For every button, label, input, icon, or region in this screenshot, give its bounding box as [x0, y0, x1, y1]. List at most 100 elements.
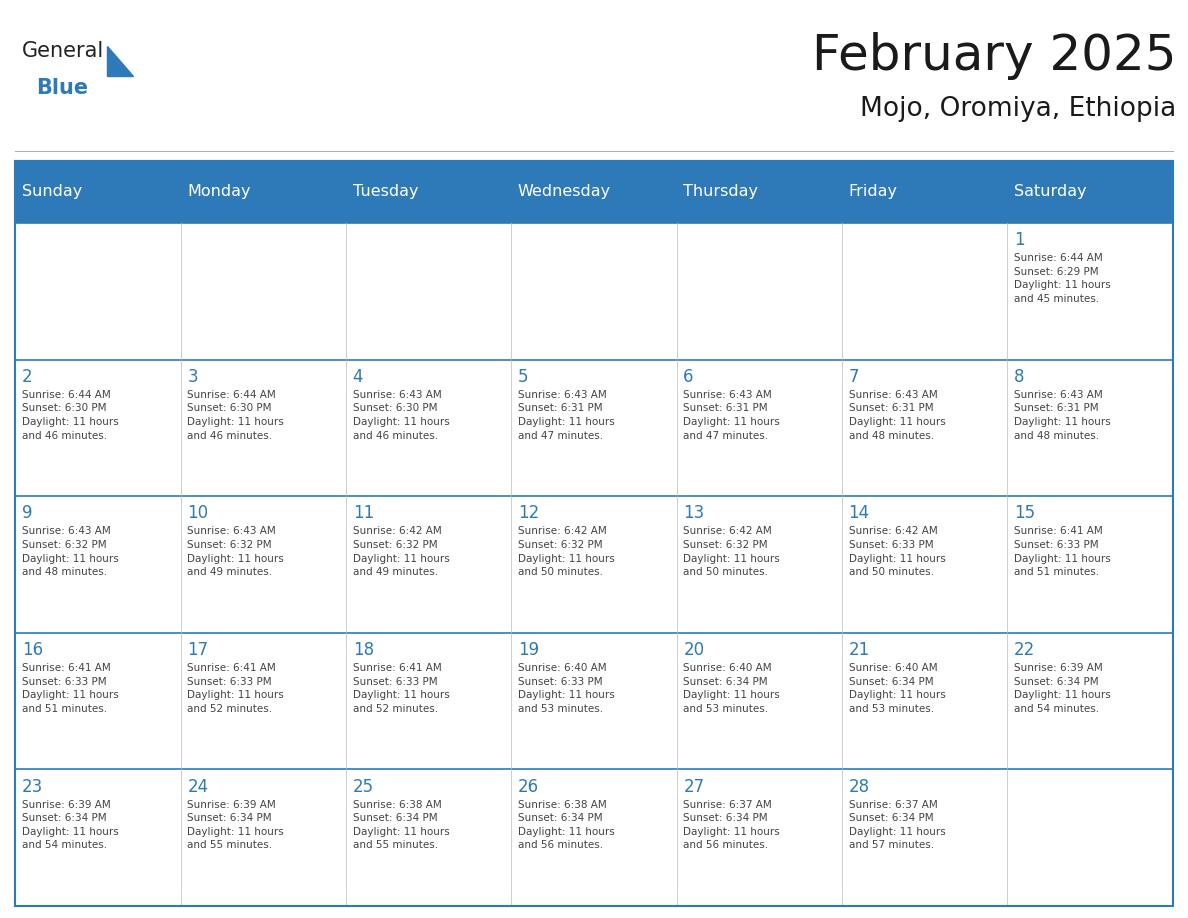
Text: 6: 6 [683, 368, 694, 386]
Bar [346, 223, 511, 360]
Text: Tuesday: Tuesday [353, 185, 418, 199]
Text: February 2025: February 2025 [811, 32, 1176, 80]
Bar [346, 161, 511, 223]
Text: Sunrise: 6:37 AM
Sunset: 6:34 PM
Daylight: 11 hours
and 57 minutes.: Sunrise: 6:37 AM Sunset: 6:34 PM Dayligh… [848, 800, 946, 850]
Bar [677, 161, 842, 223]
Bar [181, 360, 346, 497]
Text: Sunrise: 6:42 AM
Sunset: 6:33 PM
Daylight: 11 hours
and 50 minutes.: Sunrise: 6:42 AM Sunset: 6:33 PM Dayligh… [848, 526, 946, 577]
Text: Sunrise: 6:43 AM
Sunset: 6:31 PM
Daylight: 11 hours
and 47 minutes.: Sunrise: 6:43 AM Sunset: 6:31 PM Dayligh… [683, 390, 781, 441]
Bar [677, 769, 842, 906]
Bar [346, 769, 511, 906]
Text: 23: 23 [23, 778, 43, 796]
Text: Sunrise: 6:43 AM
Sunset: 6:32 PM
Daylight: 11 hours
and 48 minutes.: Sunrise: 6:43 AM Sunset: 6:32 PM Dayligh… [23, 526, 119, 577]
Text: 16: 16 [23, 641, 43, 659]
Text: Mojo, Oromiya, Ethiopia: Mojo, Oromiya, Ethiopia [860, 96, 1176, 122]
Bar [842, 161, 1007, 223]
Text: 7: 7 [848, 368, 859, 386]
Text: Sunrise: 6:42 AM
Sunset: 6:32 PM
Daylight: 11 hours
and 50 minutes.: Sunrise: 6:42 AM Sunset: 6:32 PM Dayligh… [683, 526, 781, 577]
Text: 15: 15 [1013, 505, 1035, 522]
Bar [842, 223, 1007, 360]
Text: Sunrise: 6:44 AM
Sunset: 6:30 PM
Daylight: 11 hours
and 46 minutes.: Sunrise: 6:44 AM Sunset: 6:30 PM Dayligh… [23, 390, 119, 441]
Text: Sunday: Sunday [23, 185, 82, 199]
Text: 2: 2 [23, 368, 33, 386]
Bar [677, 497, 842, 633]
Text: 27: 27 [683, 778, 704, 796]
Text: General: General [21, 41, 103, 62]
Text: 11: 11 [353, 505, 374, 522]
Text: Sunrise: 6:38 AM
Sunset: 6:34 PM
Daylight: 11 hours
and 56 minutes.: Sunrise: 6:38 AM Sunset: 6:34 PM Dayligh… [518, 800, 614, 850]
Text: 28: 28 [848, 778, 870, 796]
Bar [842, 633, 1007, 769]
Bar [346, 633, 511, 769]
Bar [842, 769, 1007, 906]
Bar [346, 360, 511, 497]
Text: 25: 25 [353, 778, 374, 796]
Text: 4: 4 [353, 368, 364, 386]
Bar [15, 769, 181, 906]
Text: 21: 21 [848, 641, 870, 659]
Text: Sunrise: 6:37 AM
Sunset: 6:34 PM
Daylight: 11 hours
and 56 minutes.: Sunrise: 6:37 AM Sunset: 6:34 PM Dayligh… [683, 800, 781, 850]
Bar [677, 633, 842, 769]
Text: 17: 17 [188, 641, 208, 659]
Bar [511, 360, 677, 497]
Text: Sunrise: 6:41 AM
Sunset: 6:33 PM
Daylight: 11 hours
and 51 minutes.: Sunrise: 6:41 AM Sunset: 6:33 PM Dayligh… [23, 663, 119, 713]
Polygon shape [107, 46, 133, 76]
Text: 26: 26 [518, 778, 539, 796]
Text: 20: 20 [683, 641, 704, 659]
Text: 8: 8 [1013, 368, 1024, 386]
Bar [181, 161, 346, 223]
Bar [677, 223, 842, 360]
Text: Sunrise: 6:39 AM
Sunset: 6:34 PM
Daylight: 11 hours
and 54 minutes.: Sunrise: 6:39 AM Sunset: 6:34 PM Dayligh… [1013, 663, 1111, 713]
Bar [842, 360, 1007, 497]
Text: Sunrise: 6:39 AM
Sunset: 6:34 PM
Daylight: 11 hours
and 54 minutes.: Sunrise: 6:39 AM Sunset: 6:34 PM Dayligh… [23, 800, 119, 850]
Bar [15, 633, 181, 769]
Bar [511, 161, 677, 223]
Bar [511, 497, 677, 633]
Text: 24: 24 [188, 778, 208, 796]
Bar [511, 633, 677, 769]
Text: Sunrise: 6:43 AM
Sunset: 6:31 PM
Daylight: 11 hours
and 48 minutes.: Sunrise: 6:43 AM Sunset: 6:31 PM Dayligh… [1013, 390, 1111, 441]
Bar [15, 223, 181, 360]
Text: Sunrise: 6:41 AM
Sunset: 6:33 PM
Daylight: 11 hours
and 52 minutes.: Sunrise: 6:41 AM Sunset: 6:33 PM Dayligh… [188, 663, 284, 713]
Bar [1007, 633, 1173, 769]
Bar [181, 223, 346, 360]
Bar [842, 497, 1007, 633]
Bar [677, 360, 842, 497]
Bar [511, 769, 677, 906]
Text: 14: 14 [848, 505, 870, 522]
Text: 1: 1 [1013, 231, 1024, 250]
Text: Friday: Friday [848, 185, 898, 199]
Text: Saturday: Saturday [1013, 185, 1087, 199]
Bar [15, 161, 1173, 906]
Text: Blue: Blue [36, 78, 88, 98]
Text: 19: 19 [518, 641, 539, 659]
Bar [1007, 497, 1173, 633]
Bar [346, 497, 511, 633]
Text: Sunrise: 6:41 AM
Sunset: 6:33 PM
Daylight: 11 hours
and 51 minutes.: Sunrise: 6:41 AM Sunset: 6:33 PM Dayligh… [1013, 526, 1111, 577]
Text: Thursday: Thursday [683, 185, 758, 199]
Text: Monday: Monday [188, 185, 251, 199]
Bar [511, 223, 677, 360]
Text: 13: 13 [683, 505, 704, 522]
Text: 5: 5 [518, 368, 529, 386]
Text: Sunrise: 6:38 AM
Sunset: 6:34 PM
Daylight: 11 hours
and 55 minutes.: Sunrise: 6:38 AM Sunset: 6:34 PM Dayligh… [353, 800, 449, 850]
Text: 10: 10 [188, 505, 208, 522]
Bar [1007, 769, 1173, 906]
Text: Sunrise: 6:41 AM
Sunset: 6:33 PM
Daylight: 11 hours
and 52 minutes.: Sunrise: 6:41 AM Sunset: 6:33 PM Dayligh… [353, 663, 449, 713]
Text: Sunrise: 6:39 AM
Sunset: 6:34 PM
Daylight: 11 hours
and 55 minutes.: Sunrise: 6:39 AM Sunset: 6:34 PM Dayligh… [188, 800, 284, 850]
Text: Wednesday: Wednesday [518, 185, 611, 199]
Text: 9: 9 [23, 505, 32, 522]
Text: 22: 22 [1013, 641, 1035, 659]
Bar [15, 360, 181, 497]
Bar [1007, 223, 1173, 360]
Text: Sunrise: 6:43 AM
Sunset: 6:30 PM
Daylight: 11 hours
and 46 minutes.: Sunrise: 6:43 AM Sunset: 6:30 PM Dayligh… [353, 390, 449, 441]
Text: Sunrise: 6:43 AM
Sunset: 6:31 PM
Daylight: 11 hours
and 48 minutes.: Sunrise: 6:43 AM Sunset: 6:31 PM Dayligh… [848, 390, 946, 441]
Text: 12: 12 [518, 505, 539, 522]
Bar [1007, 360, 1173, 497]
Bar [181, 769, 346, 906]
Text: Sunrise: 6:40 AM
Sunset: 6:34 PM
Daylight: 11 hours
and 53 minutes.: Sunrise: 6:40 AM Sunset: 6:34 PM Dayligh… [848, 663, 946, 713]
Bar [15, 497, 181, 633]
Bar [15, 161, 181, 223]
Text: Sunrise: 6:43 AM
Sunset: 6:32 PM
Daylight: 11 hours
and 49 minutes.: Sunrise: 6:43 AM Sunset: 6:32 PM Dayligh… [188, 526, 284, 577]
Text: 18: 18 [353, 641, 374, 659]
